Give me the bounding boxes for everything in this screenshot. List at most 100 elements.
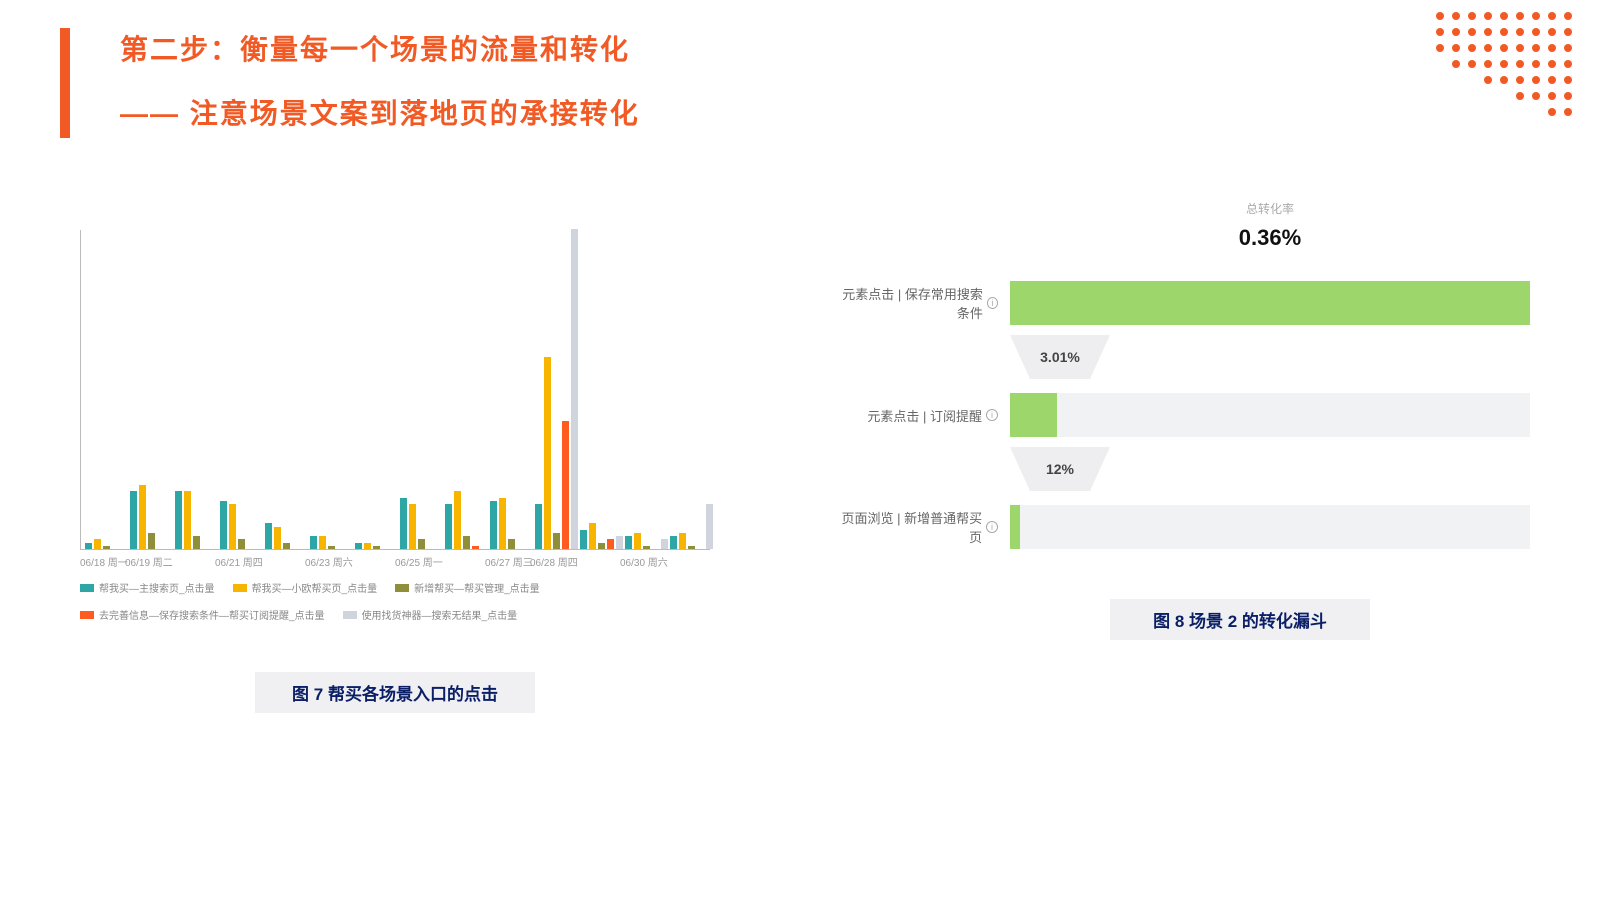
funnel-header: 总转化率 0.36% [1010,200,1530,251]
bar [148,533,155,549]
bar [94,539,101,549]
bar [355,543,362,549]
info-icon: i [986,409,998,421]
funnel-header-label: 总转化率 [1010,200,1530,217]
bar [535,504,542,549]
funnel-connector-row: 3.01% [830,335,1530,379]
bar [679,533,686,549]
bar [553,533,560,549]
x-tick-label: 06/23 周六 [305,554,353,569]
x-tick-label: 06/19 周二 [125,554,173,569]
bar [373,546,380,549]
funnel-step-label: 页面浏览 | 新增普通帮买页i [830,508,1010,546]
legend-label: 去完善信息—保存搜索条件—帮买订阅提醒_点击量 [99,607,325,622]
bar [589,523,596,549]
legend-item: 使用找货神器—搜索无结果_点击量 [343,607,518,622]
legend-swatch [233,584,247,592]
bar [139,485,146,549]
bar [328,546,335,549]
bar-chart-plot [80,230,710,550]
bar-chart-legend: 帮我买—主搜索页_点击量帮我买—小欧帮买页_点击量新增帮买—帮买管理_点击量去完… [80,580,710,622]
bar-group [265,523,308,549]
legend-swatch [395,584,409,592]
bar-group [625,533,668,549]
bar-chart-panel: 06/18 周一06/19 周二 06/21 周四 06/23 周六 06/25 周一… [80,230,710,713]
legend-label: 使用找货神器—搜索无结果_点击量 [362,607,518,622]
bar-group [490,498,533,549]
funnel-connector-label: 12% [1010,447,1110,491]
bar-group [355,543,398,549]
bar [418,539,425,549]
bar [274,527,281,549]
bar [445,504,452,549]
info-icon: i [987,297,998,309]
funnel-connector: 3.01% [1010,335,1110,379]
legend-item: 新增帮买—帮买管理_点击量 [395,580,540,595]
funnel-row: 元素点击 | 订阅提醒i [830,393,1530,437]
bar [220,501,227,549]
bar [454,491,461,549]
bar [364,543,371,549]
legend-item: 去完善信息—保存搜索条件—帮买订阅提醒_点击量 [80,607,325,622]
bar-group [220,501,263,549]
bar-group [580,523,623,549]
legend-swatch [80,611,94,619]
bar [544,357,551,549]
bar [607,539,614,549]
funnel-connector-label: 3.01% [1010,335,1110,379]
bar [571,229,578,549]
bar [229,504,236,549]
bar-chart-caption: 图 7 帮买各场景入口的点击 [255,672,535,713]
funnel-step-label: 元素点击 | 保存常用搜索条件i [830,284,1010,322]
bar [193,536,200,549]
bar [706,504,713,549]
title-line-1: 第二步：衡量每一个场景的流量和转化 [120,28,640,68]
funnel-fill [1010,393,1057,437]
bar [265,523,272,549]
bar-group [130,485,173,549]
funnel-fill [1010,505,1020,549]
x-tick-label: 06/21 周四 [215,554,263,569]
funnel-fill [1010,281,1530,325]
funnel-step-label: 元素点击 | 订阅提醒i [830,406,1010,425]
bar-group [670,504,713,549]
x-tick-label: 06/25 周一 [395,554,443,569]
bar [688,546,695,549]
funnel-track [1010,393,1530,437]
funnel-header-value: 0.36% [1010,225,1530,251]
legend-item: 帮我买—主搜索页_点击量 [80,580,215,595]
bar [616,536,623,549]
bar-group [400,498,443,549]
bar-chart-x-axis: 06/18 周一06/19 周二 06/21 周四 06/23 周六 06/25 周一… [80,550,710,570]
bar [625,536,632,549]
bar [319,536,326,549]
bar [580,530,587,549]
bar [409,504,416,549]
funnel-panel: 总转化率 0.36% 元素点击 | 保存常用搜索条件i3.01% 元素点击 | 订… [830,200,1530,640]
bar [85,543,92,549]
bar [508,539,515,549]
bar [175,491,182,549]
bar-group [535,229,578,549]
funnel-row: 元素点击 | 保存常用搜索条件i [830,281,1530,325]
bar [400,498,407,549]
funnel-track [1010,505,1530,549]
x-tick-label: 06/30 周六 [620,554,668,569]
bar [499,498,506,549]
funnel-track [1010,281,1530,325]
x-tick-label: 06/18 周一 [80,554,128,569]
bar [670,536,677,549]
bar [598,543,605,549]
funnel-caption: 图 8 场景 2 的转化漏斗 [1110,599,1370,640]
bar [472,546,479,549]
bar-group [175,491,218,549]
bar [310,536,317,549]
bar-group [85,539,128,549]
bar [643,546,650,549]
legend-label: 新增帮买—帮买管理_点击量 [414,580,540,595]
funnel-steps: 元素点击 | 保存常用搜索条件i3.01% 元素点击 | 订阅提醒i 12%页面浏览… [830,281,1530,549]
funnel-connector: 12% [1010,447,1110,491]
x-tick-label: 06/27 周三 [485,554,533,569]
title-line-2: —— 注意场景文案到落地页的承接转化 [120,92,640,132]
legend-label: 帮我买—主搜索页_点击量 [99,580,215,595]
